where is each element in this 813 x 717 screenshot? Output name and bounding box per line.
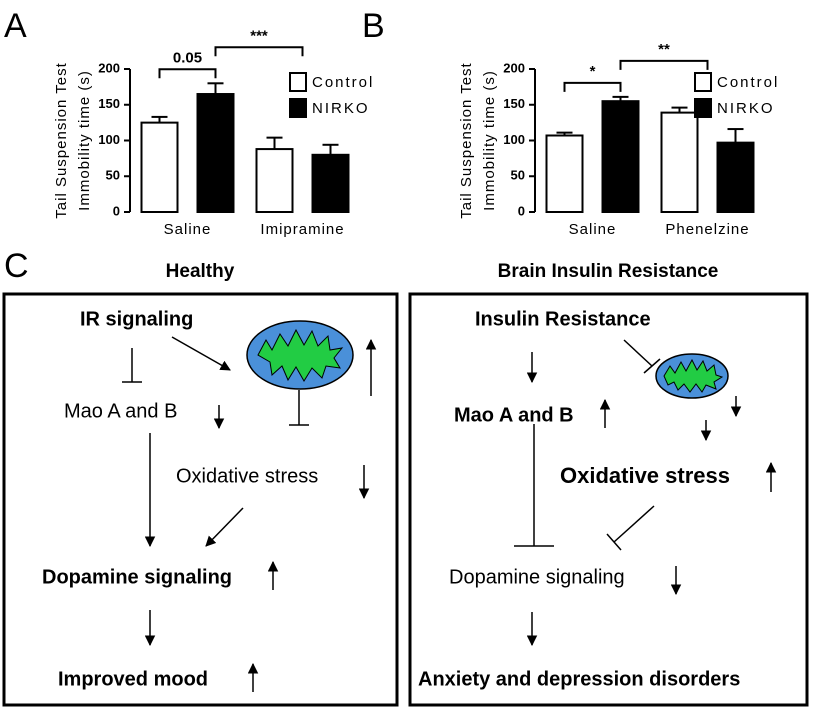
y-tick-label: 50 [511, 168, 525, 183]
panel-label: B [362, 7, 385, 45]
panel-box [408, 292, 809, 707]
x-tick-label: Saline [164, 221, 212, 238]
significance-bracket [563, 81, 622, 92]
y-tick-label: 100 [98, 132, 120, 147]
node: Oxidative stress [176, 465, 318, 487]
y-tick-label: 200 [503, 60, 525, 75]
y-axis-label: Immobility time (s) [76, 70, 93, 211]
legend-label: Control [312, 74, 374, 91]
legend-label: NIRKO [717, 100, 775, 117]
mitochondrion [655, 353, 729, 399]
significance-bracket [214, 46, 304, 57]
panel-box [2, 292, 399, 707]
significance-bracket [158, 68, 217, 79]
y-tick-label: 150 [503, 96, 525, 111]
x-tick-label: Saline [569, 221, 617, 238]
x-tick-label: Phenelzine [665, 221, 749, 238]
bar [660, 111, 699, 213]
bar [545, 134, 584, 213]
panel-label: A [4, 7, 27, 45]
legend-swatch [694, 72, 712, 92]
significance-bracket [619, 59, 709, 70]
panel-title: Brain Insulin Resistance [498, 261, 719, 282]
bar [196, 93, 235, 213]
y-tick-label: 50 [106, 168, 120, 183]
panel-label: C [4, 247, 29, 285]
y-tick-label: 150 [98, 96, 120, 111]
node: Anxiety and depression disorders [418, 668, 740, 690]
legend-label: Control [717, 74, 779, 91]
mitochondrion [246, 320, 354, 390]
legend-swatch [289, 72, 307, 92]
y-axis-label: Immobility time (s) [481, 70, 498, 211]
y-tick-label: 0 [518, 203, 525, 218]
bar [140, 121, 179, 213]
x-tick-label: Imipramine [260, 221, 344, 238]
node: Oxidative stress [560, 463, 730, 488]
node: Dopamine signaling [449, 566, 625, 588]
y-tick-label: 200 [98, 60, 120, 75]
y-tick-label: 100 [503, 132, 525, 147]
significance-label: * [590, 63, 596, 80]
bar [716, 141, 755, 214]
node: Dopamine signaling [42, 566, 232, 588]
panel-title: Healthy [166, 261, 235, 282]
node: Insulin Resistance [475, 308, 651, 330]
legend-label: NIRKO [312, 100, 370, 117]
bar [601, 100, 640, 213]
node: Mao A and B [454, 404, 574, 426]
y-tick-label: 0 [113, 203, 120, 218]
arrows [122, 336, 377, 692]
bar [311, 153, 350, 214]
node: Mao A and B [64, 400, 177, 422]
legend-swatch [694, 98, 712, 118]
y-axis-label: Tail Suspension Test [53, 62, 70, 218]
y-axis-label: Tail Suspension Test [458, 62, 475, 218]
node: Improved mood [58, 668, 208, 690]
significance-label: 0.05 [173, 49, 202, 66]
node: IR signaling [80, 308, 193, 330]
bar [255, 148, 294, 213]
legend-swatch [289, 98, 307, 118]
significance-label: ** [658, 41, 670, 58]
significance-label: *** [250, 27, 268, 44]
arrows [514, 339, 777, 647]
